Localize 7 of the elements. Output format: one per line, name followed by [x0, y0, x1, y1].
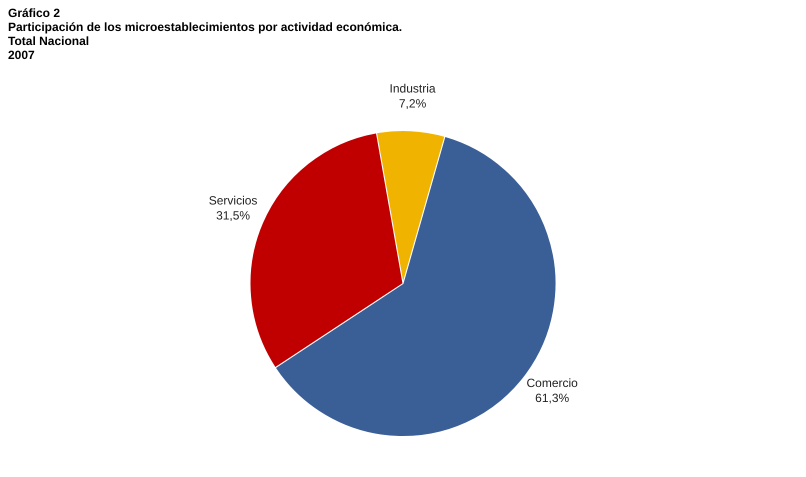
slice-label: Industria — [390, 82, 436, 96]
data-label: 7,2% — [398, 96, 427, 111]
slice-label: Comercio — [526, 376, 578, 390]
data-label: 61,3% — [535, 390, 570, 405]
data-label: 31,5% — [216, 208, 250, 222]
slice-label: Servicios — [208, 193, 258, 208]
chart-title: Gráfico 2 Participación de los microestablecimientos por actividad económica. Total Nacional 2007 — [8, 6, 402, 62]
